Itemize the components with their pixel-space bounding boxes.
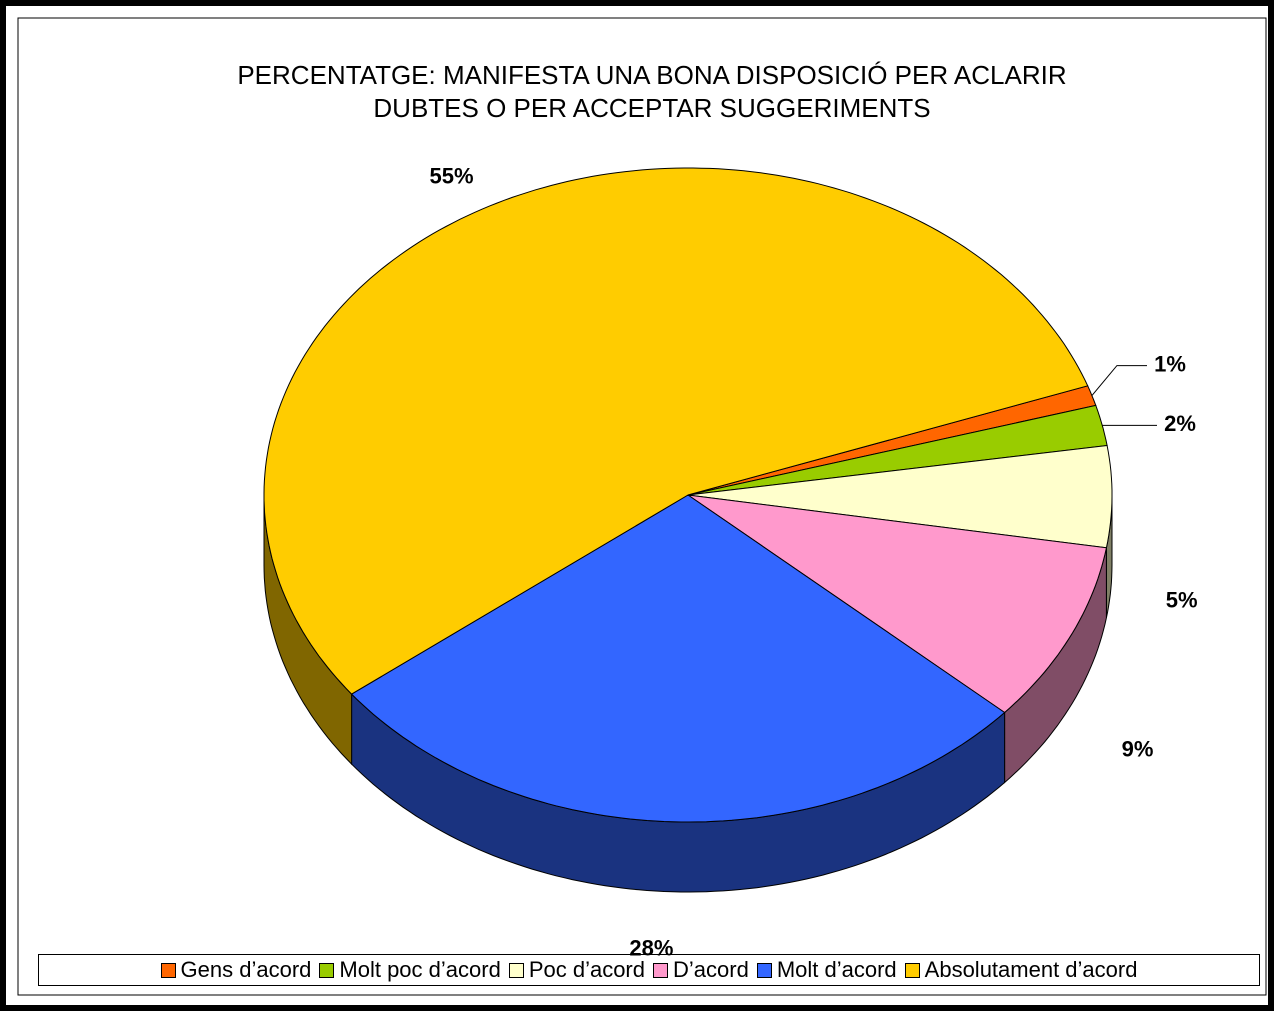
legend-label: Molt poc d’acord [339,957,501,982]
legend-label: Poc d’acord [528,957,645,982]
data-label: 5% [1166,588,1198,613]
legend-swatch [756,962,772,978]
legend-item: Absolutament d’acord [904,957,1138,983]
legend-label: Gens d’acord [180,957,312,982]
legend-swatch [904,962,920,978]
legend-item: Gens d’acord [160,957,312,983]
pie-tops [263,167,1113,823]
legend-swatch [653,962,668,978]
pie-sides [263,494,1113,893]
chart-title: DUBTES O PER ACCEPTAR SUGGERIMENTS [373,93,930,123]
legend-item: Poc d’acord [508,957,645,983]
plot-frame [17,17,1267,996]
legend-label: Molt d’acord [776,957,897,982]
data-label: 1% [1154,351,1186,376]
chart-title: PERCENTATGE: MANIFESTA UNA BONA DISPOSIC… [237,60,1066,90]
legend-swatch [508,962,524,978]
data-label: 2% [1164,411,1196,436]
slice [687,444,1113,549]
legend-swatch [160,962,176,978]
data-label: 28% [629,935,673,960]
slice [687,494,1108,714]
legend-item: Molt poc d’acord [319,957,501,983]
legend-swatch [319,962,335,978]
legend-item: Molt d’acord [756,957,897,983]
leader-line [1091,365,1147,396]
legend-item: D’acord [653,957,749,983]
legend-label: D’acord [673,957,749,982]
legend: Gens d’acord Molt poc d’acord Poc d’acord D… [38,954,1260,986]
slice [687,404,1108,496]
data-label: 9% [1122,736,1154,761]
legend-label: Absolutament d’acord [924,957,1138,982]
data-label: 55% [429,163,473,188]
slice [263,167,1089,695]
slice [350,494,1006,823]
